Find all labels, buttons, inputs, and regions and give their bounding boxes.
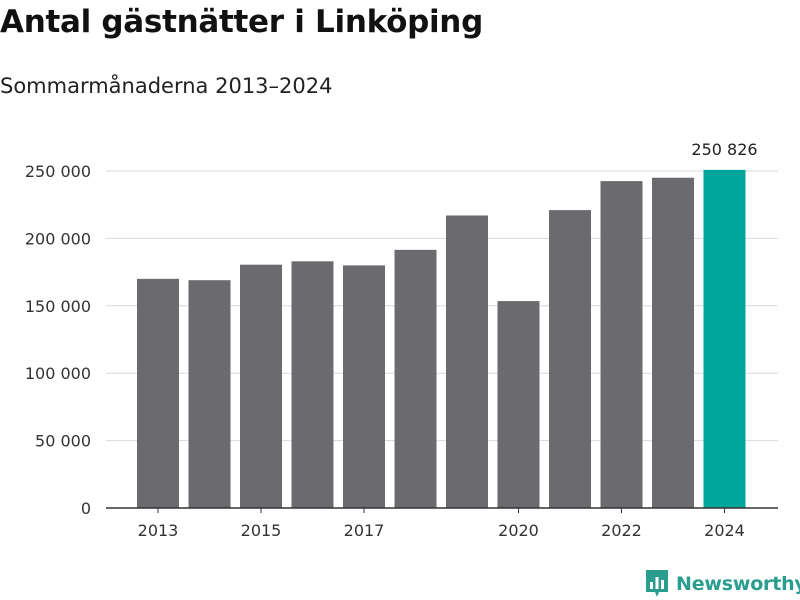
y-tick-label: 150 000 <box>25 297 91 316</box>
y-tick-label: 250 000 <box>25 162 91 181</box>
bar-2021 <box>549 210 591 509</box>
y-tick-label: 0 <box>81 499 91 518</box>
bar-2017 <box>343 265 385 508</box>
x-tick-label: 2013 <box>138 521 179 540</box>
chart-subtitle: Sommarmånaderna 2013–2024 <box>0 74 333 98</box>
bar-2016 <box>291 261 334 508</box>
y-tick-label: 200 000 <box>25 229 91 248</box>
x-axis: 2013 2015 2017 2020 2022 2024 <box>106 507 778 540</box>
x-tick-label: 2022 <box>601 521 642 540</box>
x-tick-label: 2017 <box>344 521 385 540</box>
bar-2014 <box>188 280 231 508</box>
bar-2023 <box>652 177 694 509</box>
bar-2015 <box>240 264 282 508</box>
bar-2019 <box>446 215 488 508</box>
value-labels: 250 826 <box>691 140 757 159</box>
chart-title: Antal gästnätter i Linköping <box>0 4 483 40</box>
x-tick-label: 2015 <box>241 521 282 540</box>
bar-2018 <box>394 249 437 508</box>
y-axis: 0 50 000 100 000 150 000 200 000 250 000 <box>25 162 91 518</box>
value-label: 250 826 <box>691 140 757 159</box>
bar-2024 <box>703 169 746 509</box>
newsworthy-brand: Newsworthy <box>644 568 800 600</box>
bar-2013 <box>137 278 179 508</box>
x-tick-label: 2024 <box>704 521 745 540</box>
x-tick-label: 2020 <box>498 521 539 540</box>
y-tick-label: 100 000 <box>25 364 91 383</box>
bar-2020 <box>497 301 540 508</box>
y-tick-label: 50 000 <box>35 432 91 451</box>
bar-2022 <box>600 181 643 509</box>
newsworthy-chart-icon <box>646 570 668 597</box>
brand-name: Newsworthy <box>676 573 800 595</box>
bars <box>137 169 746 509</box>
